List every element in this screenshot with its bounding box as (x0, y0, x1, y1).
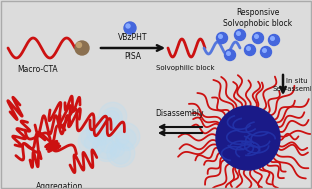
Circle shape (95, 125, 110, 139)
Circle shape (216, 106, 280, 170)
Circle shape (237, 32, 240, 35)
Circle shape (105, 111, 119, 125)
Circle shape (110, 144, 130, 164)
Circle shape (102, 108, 122, 128)
Circle shape (75, 41, 89, 55)
Text: Responsive
Solvophobic block: Responsive Solvophobic block (223, 8, 293, 28)
Circle shape (93, 133, 120, 161)
Circle shape (116, 129, 136, 149)
Text: PISA: PISA (124, 52, 142, 61)
Circle shape (115, 131, 129, 145)
Circle shape (124, 22, 136, 34)
Circle shape (263, 49, 266, 52)
Circle shape (78, 128, 106, 156)
Circle shape (235, 29, 246, 40)
Circle shape (227, 52, 230, 55)
Circle shape (89, 120, 109, 140)
Circle shape (76, 43, 81, 47)
Circle shape (97, 139, 117, 159)
Circle shape (84, 136, 98, 150)
Circle shape (271, 37, 274, 40)
Circle shape (86, 117, 114, 145)
Circle shape (126, 24, 130, 28)
Circle shape (219, 35, 222, 38)
Text: VBzPHT: VBzPHT (118, 33, 148, 43)
Circle shape (269, 35, 280, 46)
Circle shape (247, 47, 250, 50)
Circle shape (225, 50, 236, 60)
Text: In situ
Self-assembly: In situ Self-assembly (273, 78, 312, 92)
Circle shape (245, 44, 256, 56)
Circle shape (110, 143, 124, 156)
Text: Aggregation: Aggregation (37, 182, 84, 189)
Text: Macro-CTA: Macro-CTA (18, 65, 58, 74)
Circle shape (217, 33, 227, 43)
Circle shape (81, 128, 101, 148)
Text: Disassembly: Disassembly (156, 109, 204, 118)
Circle shape (261, 46, 271, 57)
Circle shape (101, 139, 115, 153)
Circle shape (107, 139, 135, 167)
Circle shape (255, 35, 258, 38)
Circle shape (252, 33, 264, 43)
Text: Solvophilic block: Solvophilic block (156, 65, 214, 71)
Circle shape (112, 123, 140, 151)
Circle shape (99, 102, 127, 130)
